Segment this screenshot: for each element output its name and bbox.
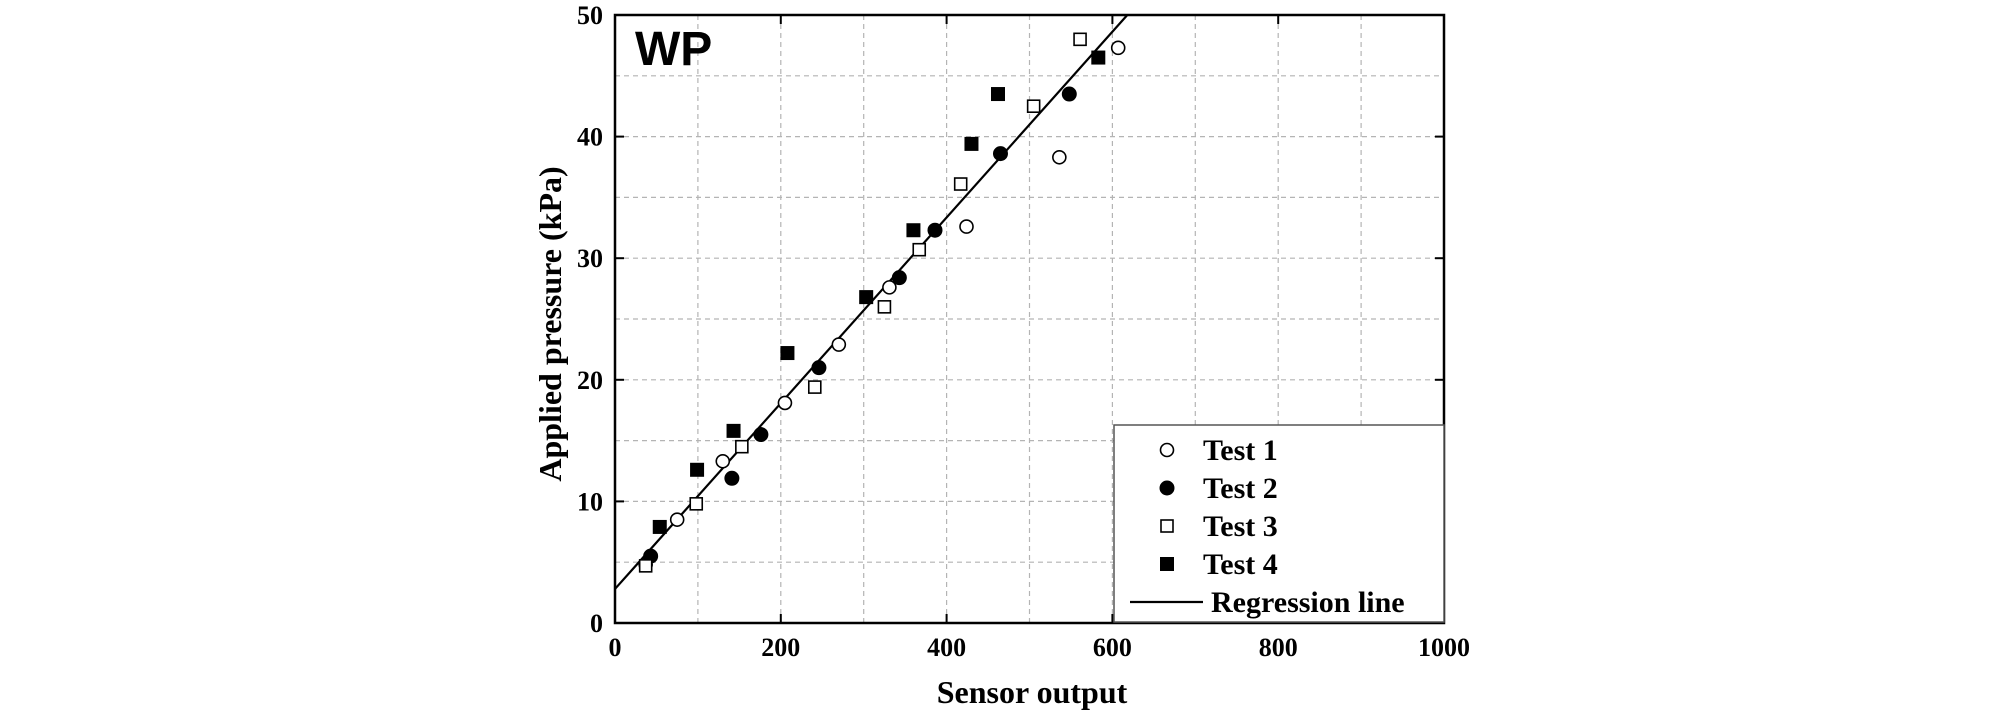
data-point-circle-open — [831, 337, 847, 352]
legend-item: Test 4 — [1160, 548, 1278, 581]
data-point-circle-open — [715, 453, 731, 469]
data-point-square-open — [1073, 32, 1087, 47]
data-point-square-open — [877, 300, 892, 314]
data-point-square-open — [953, 177, 968, 191]
x-tick-label: 800 — [1259, 633, 1298, 662]
data-point-circle-filled — [811, 360, 827, 376]
series-4 — [652, 50, 1106, 534]
x-axis-title: Sensor output — [937, 674, 1128, 710]
data-point-square-filled — [780, 346, 795, 361]
x-tick-label: 600 — [1093, 633, 1132, 662]
x-tick-label: 200 — [761, 633, 800, 662]
tick-layer: 0 200 400 600 800 1000 0 10 20 30 40 50 — [577, 1, 1470, 662]
y-tick-label: 20 — [577, 366, 603, 395]
data-point-square-open — [735, 439, 749, 454]
legend-marker-square-open — [1160, 519, 1174, 533]
data-layer — [614, 14, 1129, 590]
legend-item: Test 3 — [1160, 510, 1278, 543]
y-axis-title: Applied pressure (kPa) — [532, 166, 568, 481]
data-point-square-filled — [990, 87, 1005, 102]
data-point-circle-open — [959, 219, 974, 234]
data-point-square-filled — [652, 519, 667, 534]
legend-item: Regression line — [1130, 586, 1405, 619]
data-point-square-filled — [906, 223, 921, 238]
series-3 — [638, 32, 1087, 573]
data-point-square-filled — [690, 462, 705, 477]
data-point-square-filled — [726, 423, 741, 438]
y-tick-label: 30 — [577, 244, 603, 273]
data-point-square-filled — [1091, 50, 1106, 65]
legend-label: Test 1 — [1203, 434, 1278, 467]
legend-items: Test 1 Test 2 Test 3 Test 4 Regression line — [1130, 434, 1405, 619]
data-point-square-open — [689, 497, 704, 511]
legend-label: Regression line — [1211, 586, 1405, 619]
data-point-circle-filled — [1061, 86, 1077, 102]
data-point-square-filled — [964, 136, 979, 151]
legend-marker-circle-filled — [1159, 480, 1175, 496]
data-point-circle-filled — [927, 222, 943, 238]
data-point-circle-open — [777, 395, 793, 411]
data-point-circle-open — [882, 280, 897, 295]
legend-item: Test 1 — [1159, 434, 1278, 467]
data-point-square-open — [807, 380, 822, 394]
data-point-circle-filled — [724, 470, 740, 486]
y-tick-label: 10 — [577, 487, 603, 516]
data-point-circle-filled — [891, 270, 907, 286]
y-tick-label: 40 — [577, 123, 603, 152]
data-point-square-filled — [859, 290, 874, 305]
x-tick-label: 400 — [927, 633, 966, 662]
data-point-square-open — [912, 242, 927, 257]
legend-label: Test 3 — [1203, 510, 1278, 543]
plot-frame — [613, 13, 1446, 625]
y-tick-label: 0 — [590, 609, 603, 638]
data-point-circle-open — [669, 512, 685, 527]
y-tick-label: 50 — [577, 1, 603, 30]
data-point-circle-filled — [753, 427, 769, 443]
legend: Test 1 Test 2 Test 3 Test 4 Regression line — [1113, 424, 1445, 623]
data-point-circle-filled — [992, 146, 1008, 162]
x-tick-label: 1000 — [1418, 633, 1470, 662]
data-point-square-open — [1026, 99, 1041, 113]
panel-label: WP — [635, 23, 712, 76]
data-point-circle-open — [1110, 40, 1126, 56]
data-point-circle-open — [1052, 149, 1067, 165]
x-tick-label: 0 — [609, 633, 622, 662]
data-point-square-open — [638, 559, 653, 573]
legend-marker-square-filled — [1160, 557, 1174, 571]
legend-marker-circle-open — [1159, 442, 1175, 458]
legend-label: Test 2 — [1203, 472, 1278, 505]
legend-label: Test 4 — [1203, 548, 1278, 581]
legend-item: Test 2 — [1159, 472, 1278, 505]
